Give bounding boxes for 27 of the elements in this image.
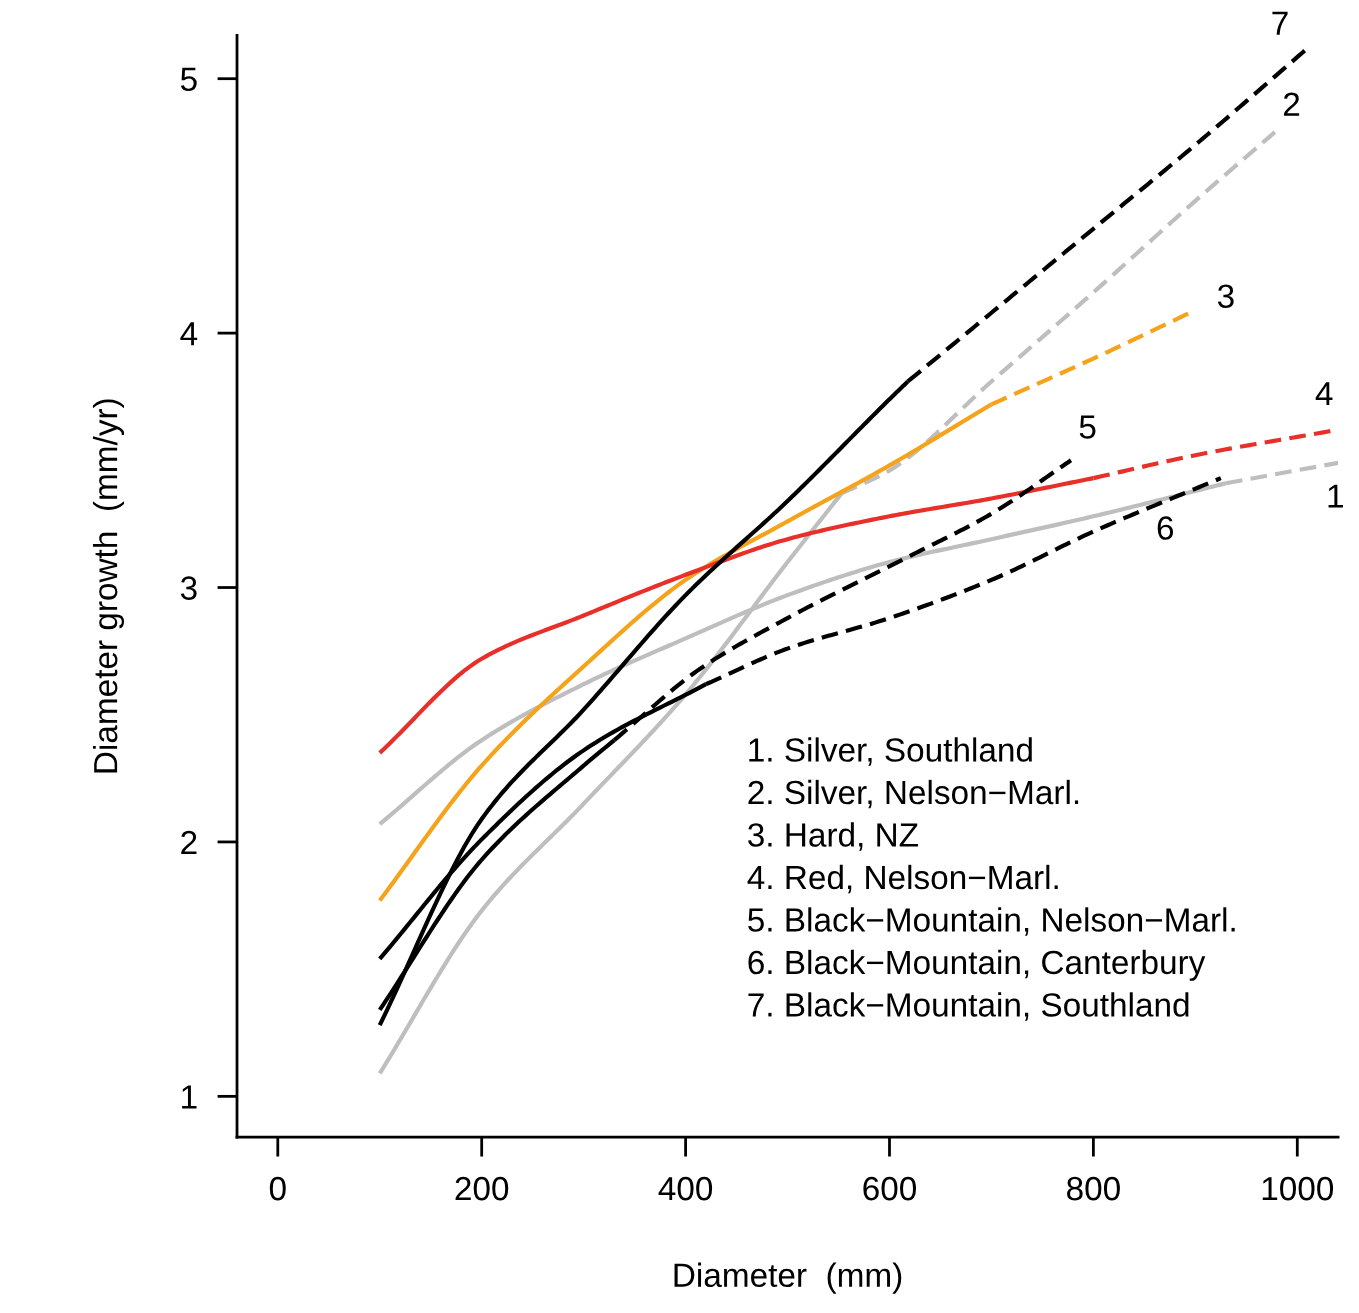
series-label: 2 [1283,92,1300,116]
y-tick-label: 1 [182,1085,197,1109]
y-tick-label: 5 [180,67,197,92]
series-label: 5 [1079,415,1096,439]
y-tick-label: 2 [181,830,197,855]
annotation: 3. Hard, NZ [748,822,918,851]
annotation: 1. Silver, Southland [749,737,1032,766]
series-label: 7 [1272,11,1288,35]
x-tick-label: 800 [1067,1176,1120,1201]
x-tick-label: 200 [455,1176,509,1201]
x-tick-label: 400 [658,1176,713,1201]
y-tick-label: 3 [180,576,197,600]
annotation: 7. Black−Mountain, Southland [748,992,1189,1021]
x-tick-label: 1000 [1262,1176,1334,1201]
series-label: 3 [1217,284,1234,309]
annotation: 4. Red, Nelson−Marl. [747,864,1058,894]
x-tick-label: 600 [863,1176,916,1201]
series-label: 4 [1315,382,1333,406]
annotation: 2. Silver, Nelson−Marl. [748,779,1079,809]
y-tick-label: 4 [180,322,198,346]
annotation: 5. Black−Mountain, Nelson−Marl. [748,907,1235,936]
x-tick-label: 0 [269,1176,286,1201]
series-label: 6 [1157,516,1174,540]
series-label: 1 [1328,484,1343,508]
x-axis-title: Diameter (mm) [674,1262,902,1294]
annotation: 6. Black−Mountain, Canterbury [748,949,1206,981]
y-axis-title: Diameter growth (mm/yr) [92,399,125,773]
